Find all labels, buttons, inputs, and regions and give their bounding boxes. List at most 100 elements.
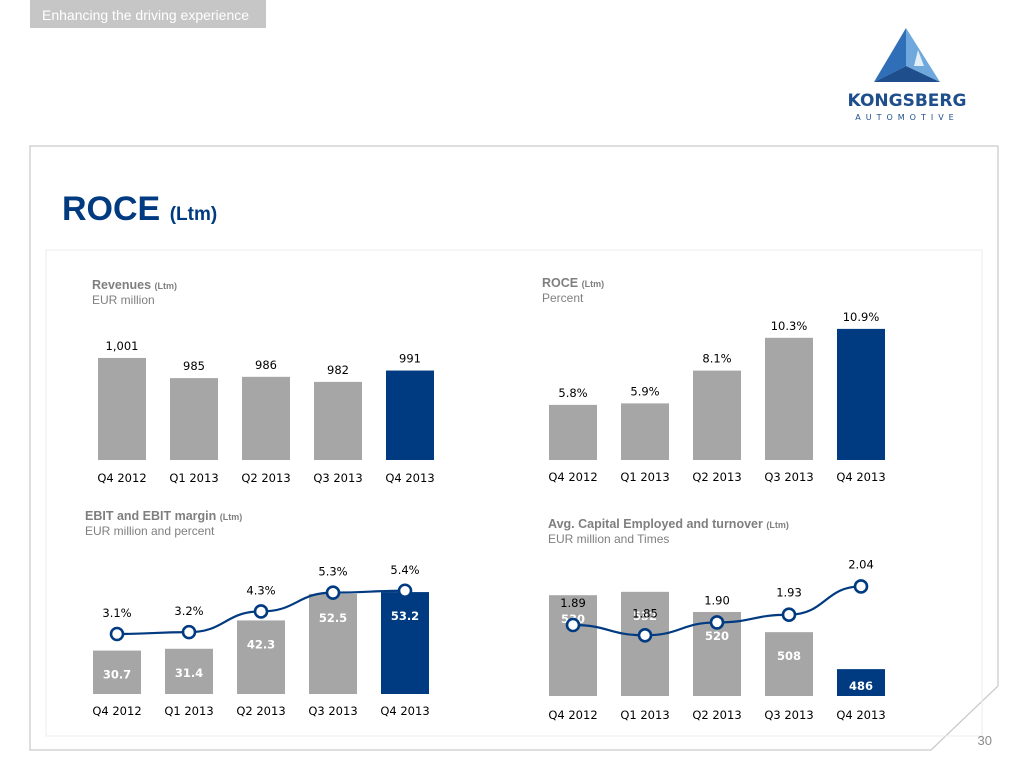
revenues-chart-subtitle: EUR million (92, 293, 155, 307)
capital-line-label: 2.04 (848, 557, 874, 571)
ebit-bar (237, 620, 285, 694)
roce-value-label: 8.1% (702, 352, 731, 366)
slide-title: ROCE (Ltm) (62, 190, 217, 229)
roce-value-label: 5.8% (558, 386, 587, 400)
ebit-line-marker (325, 585, 341, 600)
roce-bar (621, 403, 669, 460)
capital-bar (621, 591, 669, 696)
ebit-line-marker (181, 624, 197, 640)
ebit-value-label: 31.4 (175, 666, 203, 680)
revenues-bar (98, 357, 146, 460)
ebit-category-label: Q4 2013 (380, 704, 429, 718)
capital-bar (549, 595, 597, 696)
capital-chart-subtitle: EUR million and Times (548, 532, 670, 546)
capital-chart-title: Avg. Capital Employed and turnover (Ltm) (548, 517, 789, 531)
revenues-category-label: Q4 2013 (385, 471, 434, 485)
roce-title-text: ROCE (542, 276, 579, 290)
ebit-chart-title: EBIT and EBIT margin (Ltm) (85, 509, 242, 523)
revenues-bar (170, 378, 218, 460)
roce-category-label: Q1 2013 (620, 470, 669, 484)
roce-category-label: Q4 2012 (548, 470, 597, 484)
capital-value-label: 508 (777, 649, 801, 663)
roce-category-label: Q4 2013 (836, 470, 885, 484)
revenues-bar (314, 381, 362, 460)
capital-line-marker (853, 579, 869, 594)
ebit-category-label: Q2 2013 (236, 704, 285, 718)
roce-category-label: Q3 2013 (764, 470, 813, 484)
ebit-chart-subtitle: EUR million and percent (85, 524, 215, 538)
capital-line-label: 1.85 (632, 606, 658, 620)
revenues-value-label: 985 (183, 359, 205, 373)
ebit-category-label: Q3 2013 (308, 704, 357, 718)
ebit-bar (309, 593, 357, 694)
capital-category-label: Q2 2013 (692, 708, 741, 722)
slide-title-main: ROCE (62, 190, 161, 228)
revenues-category-label: Q1 2013 (169, 471, 218, 485)
revenues-bar (386, 370, 434, 460)
capital-category-label: Q3 2013 (764, 708, 813, 722)
capital-line-marker (709, 615, 725, 630)
kongsberg-logo: KONGSBERG AUTOMOTIVE (848, 28, 966, 122)
capital-line-label: 1.93 (776, 586, 802, 600)
capital-category-label: Q4 2012 (548, 708, 597, 722)
roce-value-label: 10.9% (843, 310, 880, 324)
tagline: Enhancing the driving experience (30, 0, 266, 28)
revenues-value-label: 986 (255, 358, 277, 372)
capital-title-text: Avg. Capital Employed and turnover (548, 517, 763, 531)
revenues-title-text: Revenues (92, 278, 152, 292)
revenues-value-label: 982 (327, 363, 349, 377)
revenues-category-label: Q2 2013 (241, 471, 290, 485)
ebit-category-label: Q1 2013 (164, 704, 213, 718)
ebit-title-text: EBIT and EBIT margin (85, 509, 217, 523)
capital-bar (765, 632, 813, 696)
ebit-line-label: 3.1% (102, 606, 131, 620)
ebit-line-marker (397, 583, 413, 599)
capital-title-suffix: (Ltm) (766, 520, 789, 530)
revenues-value-label: 991 (399, 352, 421, 366)
revenues-value-label: 1,001 (106, 339, 139, 353)
capital-category-label: Q1 2013 (620, 708, 669, 722)
capital-bar (837, 669, 885, 696)
ebit-value-label: 52.5 (319, 611, 347, 625)
capital-line-label: 1.89 (560, 596, 586, 610)
ebit-title-suffix: (Ltm) (219, 512, 243, 522)
revenues-bar (242, 376, 290, 460)
capital-line-marker (637, 627, 653, 643)
ebit-line-label: 5.4% (390, 563, 419, 577)
ebit-value-label: 53.2 (391, 609, 419, 623)
roce-bar (765, 337, 813, 460)
roce-value-label: 5.9% (630, 384, 659, 398)
ebit-bar (165, 648, 213, 694)
ebit-category-label: Q4 2012 (92, 704, 141, 718)
ebit-line-label: 5.3% (318, 565, 347, 579)
revenues-title-suffix: (Ltm) (154, 281, 178, 291)
ebit-line-marker (109, 626, 125, 642)
ebit-bar (93, 650, 141, 694)
ebit-line-label: 4.3% (246, 583, 275, 597)
capital-line-marker (565, 617, 581, 633)
capital-line-label: 1.90 (704, 593, 730, 607)
ebit-value-label: 42.3 (247, 637, 275, 651)
ebit-bar (381, 592, 429, 694)
slide-title-suffix: (Ltm) (169, 204, 218, 225)
svg-text:AUTOMOTIVE: AUTOMOTIVE (855, 113, 958, 122)
capital-value-label: 520 (705, 629, 729, 643)
capital-category-label: Q4 2013 (836, 708, 885, 722)
roce-category-label: Q2 2013 (692, 470, 741, 484)
svg-text:KONGSBERG: KONGSBERG (848, 91, 966, 111)
ebit-value-label: 30.7 (103, 668, 131, 682)
roce-bar (693, 370, 741, 460)
roce-bar (549, 404, 597, 460)
capital-line-marker (781, 607, 797, 623)
roce-value-label: 10.3% (771, 319, 808, 333)
ebit-line-marker (253, 604, 269, 619)
capital-value-label: 486 (849, 679, 873, 693)
capital-value-label: 532 (633, 609, 657, 623)
roce-chart-subtitle: Percent (542, 291, 584, 305)
page-number: 30 (977, 733, 992, 748)
roce-title-suffix: (Ltm) (581, 279, 605, 289)
revenues-category-label: Q3 2013 (313, 471, 362, 485)
ebit-line-label: 3.2% (174, 604, 203, 618)
